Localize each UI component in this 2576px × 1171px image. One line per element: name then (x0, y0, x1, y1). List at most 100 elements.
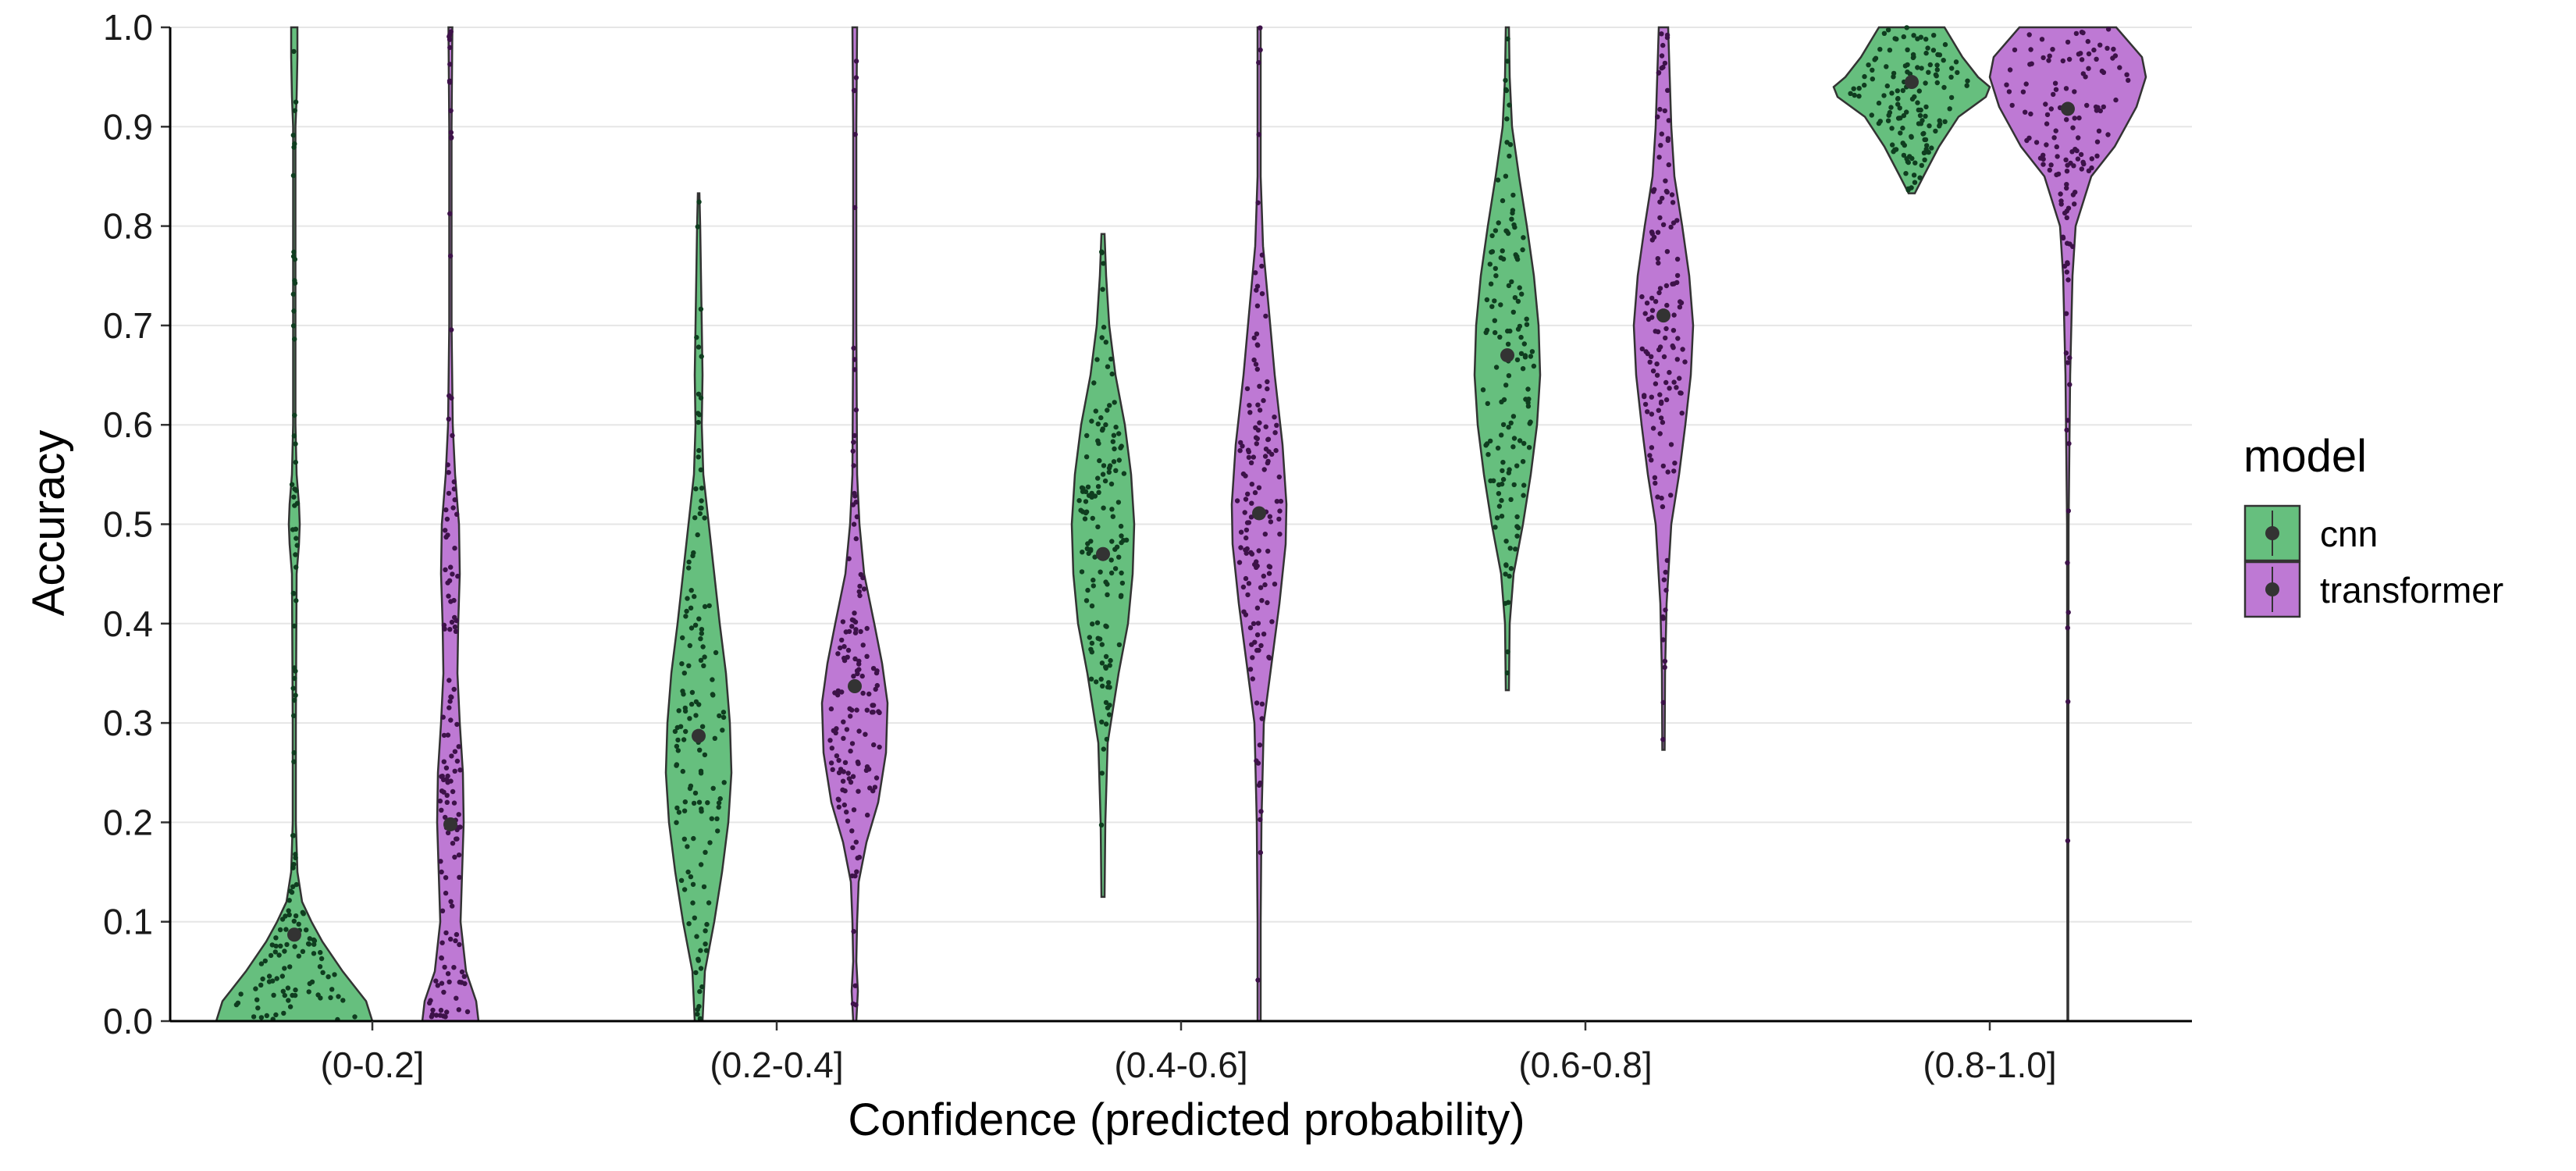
data-point (301, 911, 306, 917)
data-point (2028, 47, 2033, 52)
data-point (1273, 447, 1279, 454)
data-point (1272, 582, 1278, 587)
data-point (1678, 390, 1683, 396)
data-point (1667, 369, 1672, 376)
data-point (854, 869, 859, 874)
data-point (854, 514, 860, 520)
data-point (1526, 445, 1532, 450)
data-point (459, 969, 465, 975)
data-point (1504, 670, 1510, 676)
data-point (450, 903, 455, 909)
data-point (698, 306, 704, 312)
data-point (1661, 354, 1667, 360)
data-point (703, 849, 708, 856)
data-point (1889, 91, 1895, 96)
data-point (441, 989, 447, 995)
data-point (853, 536, 859, 542)
data-point (1877, 119, 1883, 124)
data-point (1251, 335, 1257, 341)
data-point (848, 748, 853, 754)
data-point (286, 912, 292, 918)
data-point (1649, 354, 1654, 359)
data-point (293, 692, 298, 698)
data-point (1660, 637, 1666, 642)
data-point (1240, 471, 1247, 477)
data-point (1642, 393, 1647, 400)
data-point (1508, 497, 1514, 503)
data-point (1101, 463, 1107, 468)
data-point (296, 921, 301, 927)
data-point (1649, 237, 1655, 243)
data-point (1677, 304, 1683, 310)
data-point (1856, 85, 1862, 91)
data-point (292, 141, 297, 147)
data-point (1519, 291, 1525, 297)
data-point (696, 447, 702, 454)
data-point (1493, 365, 1500, 370)
data-point (1098, 676, 1104, 682)
data-point (1090, 515, 1096, 521)
data-point (1084, 432, 1090, 439)
data-point (1263, 424, 1268, 429)
data-point (1493, 525, 1498, 530)
data-point (1242, 510, 1247, 515)
data-point (1917, 175, 1923, 180)
data-point (864, 653, 870, 659)
data-point (699, 354, 704, 359)
data-point (1509, 216, 1514, 222)
data-point (1670, 343, 1675, 349)
data-point (1649, 411, 1655, 417)
data-point (856, 728, 862, 734)
data-point (850, 774, 856, 779)
x-tick-label: (0.4-0.6] (1114, 1045, 1247, 1085)
legend-swatch-dot (2265, 526, 2279, 540)
data-point (1870, 77, 1875, 82)
data-point (1082, 516, 1088, 521)
data-point (1103, 422, 1108, 428)
data-point (852, 610, 857, 616)
data-point (290, 323, 297, 329)
mean-marker (692, 728, 706, 743)
data-point (704, 921, 710, 927)
data-point (872, 785, 878, 790)
data-point (1898, 130, 1903, 136)
data-point (1121, 538, 1126, 543)
data-point (1106, 469, 1112, 475)
data-point (441, 789, 447, 795)
data-point (857, 593, 863, 599)
data-point (1500, 422, 1507, 428)
data-point (1923, 137, 1929, 143)
data-point (2047, 167, 2052, 173)
data-point (1934, 73, 1939, 79)
data-point (1929, 145, 1934, 151)
data-point (1103, 665, 1109, 671)
data-point (292, 503, 297, 508)
data-point (1113, 468, 1119, 473)
data-point (290, 173, 297, 179)
data-point (1674, 357, 1680, 362)
data-point (1261, 397, 1266, 404)
data-point (433, 978, 439, 984)
data-point (1666, 118, 1671, 123)
data-point (2041, 162, 2046, 167)
data-point (682, 799, 688, 805)
data-point (1948, 94, 1955, 101)
data-point (449, 619, 455, 625)
data-point (253, 986, 258, 991)
data-point (456, 1007, 461, 1013)
legend-swatch-dot (2265, 582, 2279, 596)
data-point (1524, 316, 1529, 322)
data-point (1098, 415, 1104, 421)
data-point (1257, 420, 1262, 425)
data-point (696, 199, 702, 205)
data-point (2072, 89, 2077, 94)
data-point (1916, 88, 1922, 94)
data-point (1107, 663, 1112, 668)
data-point (715, 828, 720, 834)
data-point (258, 1015, 265, 1020)
data-point (271, 992, 276, 998)
data-point (304, 927, 309, 933)
data-point (1947, 106, 1952, 112)
data-point (1505, 649, 1510, 655)
data-point (1876, 100, 1882, 106)
